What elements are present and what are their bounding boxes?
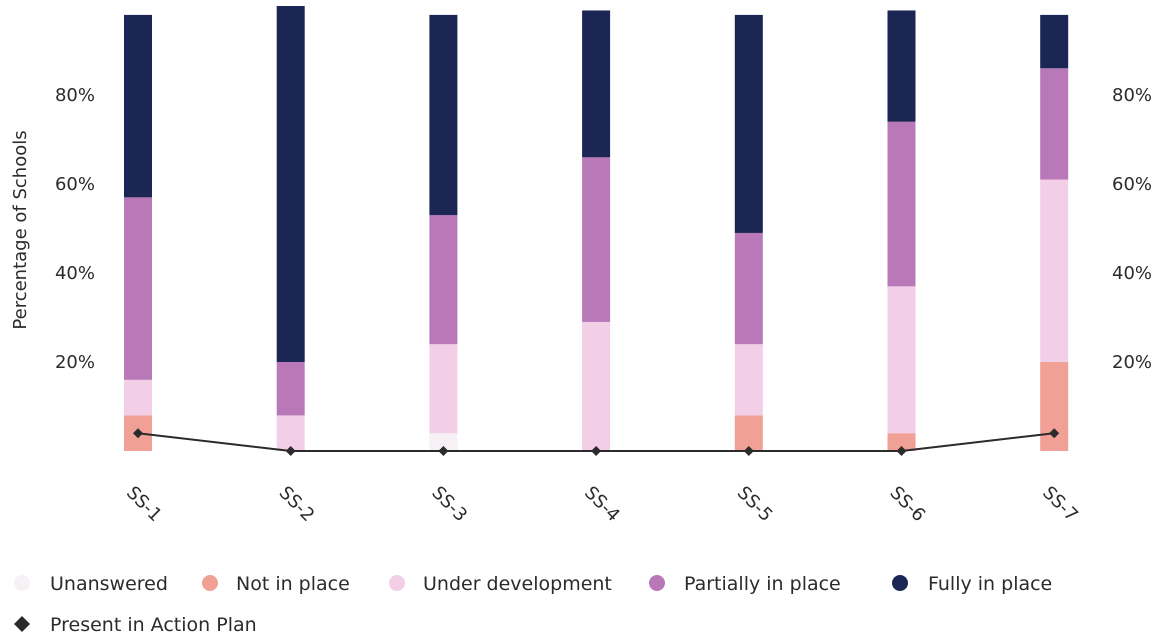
- bar-segment-fully-in-place: [887, 10, 916, 122]
- action-plan-marker: [438, 446, 449, 456]
- bar-segment-partially-in-place: [887, 121, 916, 287]
- legend-label: Fully in place: [928, 573, 1052, 595]
- action-plan-marker: [896, 446, 907, 456]
- action-plan-marker: [1049, 428, 1060, 439]
- category-label: SS-3: [427, 482, 471, 526]
- category-label: SS-5: [733, 482, 777, 526]
- bar-segment-under-development: [734, 344, 763, 416]
- category-label: SS-4: [580, 482, 624, 526]
- legend-label: Under development: [423, 573, 612, 595]
- bar-segment-partially-in-place: [276, 362, 305, 416]
- action-plan-marker: [133, 428, 143, 439]
- category-labels: SS-1 SS-2 SS-3 SS-4 SS-5 SS-6 SS-7: [122, 482, 1082, 526]
- bar-segment-partially-in-place: [1040, 68, 1069, 180]
- bar-segment-fully-in-place: [276, 6, 305, 362]
- bar-segment-under-development: [582, 321, 611, 451]
- y-tick-label-left: 40%: [55, 263, 95, 284]
- legend-swatch: [649, 575, 665, 591]
- category-label: SS-1: [122, 482, 166, 526]
- action-plan-line-group: [133, 428, 1060, 456]
- legend-swatch: [892, 575, 908, 591]
- category-label: SS-6: [886, 482, 930, 526]
- y-tick-label-right: 20%: [1112, 352, 1152, 373]
- action-plan-marker: [591, 446, 602, 456]
- y-tick-label-right: 60%: [1112, 174, 1152, 195]
- category-label: SS-2: [275, 482, 319, 526]
- category-label: SS-7: [1038, 482, 1082, 526]
- legend-label: Present in Action Plan: [50, 614, 257, 636]
- legend-swatch: [14, 575, 30, 591]
- legend: Unanswered Not in place Under development P…: [14, 573, 1052, 636]
- bar-segment-not-in-place: [734, 415, 763, 451]
- y-axis-title: Percentage of Schools: [10, 130, 31, 329]
- y-tick-label-left: 80%: [55, 85, 95, 106]
- action-plan-marker: [285, 446, 296, 456]
- bar-segment-fully-in-place: [1040, 14, 1069, 69]
- y-axis-right: 20% 40% 60% 80%: [1112, 85, 1152, 373]
- bar-segment-fully-in-place: [429, 14, 458, 216]
- bar-segment-partially-in-place: [582, 157, 611, 322]
- y-tick-label-left: 20%: [55, 352, 95, 373]
- bar-segment-under-development: [1040, 179, 1069, 362]
- bar-segment-partially-in-place: [124, 197, 152, 380]
- bar-segment-fully-in-place: [582, 10, 611, 158]
- y-tick-label-right: 40%: [1112, 263, 1152, 284]
- y-axis-left: 20% 40% 60% 80%: [55, 85, 95, 373]
- legend-swatch: [202, 575, 218, 591]
- bar-segment-fully-in-place: [124, 14, 152, 198]
- bar-segment-partially-in-place: [734, 232, 763, 345]
- legend-label: Partially in place: [684, 573, 841, 595]
- y-tick-label-right: 80%: [1112, 85, 1152, 106]
- legend-label: Unanswered: [50, 573, 168, 595]
- bar-segment-partially-in-place: [429, 215, 458, 345]
- y-tick-label-left: 60%: [55, 174, 95, 195]
- bar-segment-under-development: [124, 379, 152, 416]
- bar-segment-under-development: [276, 415, 305, 451]
- bar-segment-under-development: [429, 344, 458, 434]
- legend-swatch-diamond: [14, 616, 30, 632]
- bar-segment-under-development: [887, 286, 916, 434]
- legend-label: Not in place: [236, 573, 350, 595]
- bar-segment-fully-in-place: [734, 14, 763, 233]
- action-plan-marker: [743, 446, 754, 456]
- bars-group: [124, 6, 1069, 451]
- legend-swatch: [389, 575, 405, 591]
- bar-segment-unanswered: [429, 433, 458, 451]
- bar-segment-not-in-place: [887, 433, 916, 451]
